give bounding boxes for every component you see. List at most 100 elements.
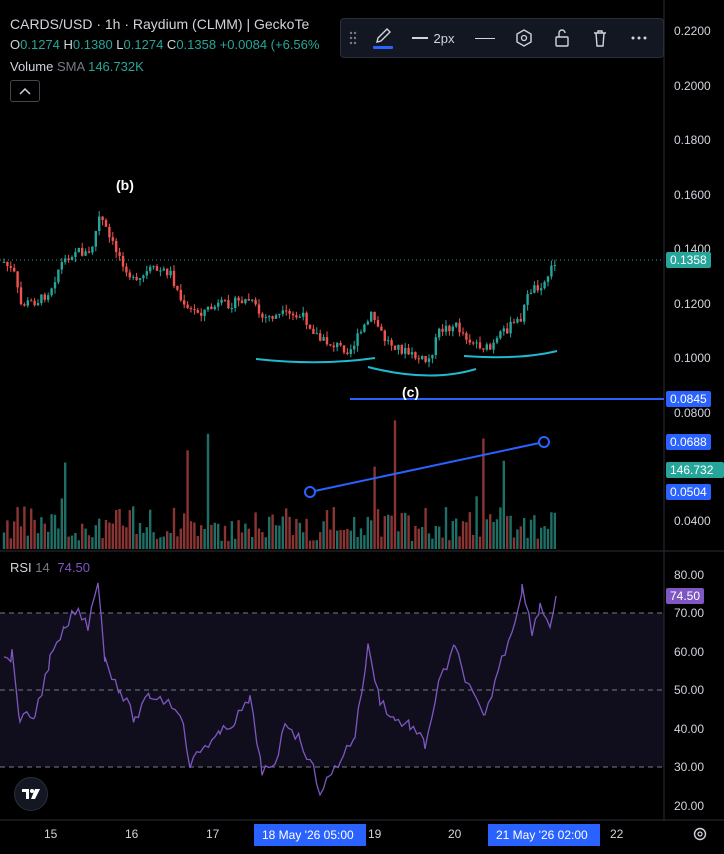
unlock-icon[interactable] (543, 19, 581, 57)
candle-body (196, 310, 199, 313)
drawing-toolbar: 2px (340, 18, 664, 58)
volume-bar (16, 507, 19, 549)
high-value: 0.1380 (72, 37, 113, 52)
candle-body (516, 318, 519, 323)
volume-bar (203, 528, 206, 549)
volume-bar (302, 532, 305, 549)
volume-bar (57, 528, 60, 549)
volume-bar (227, 540, 230, 549)
volume-bar (458, 536, 461, 549)
volume-bar (529, 519, 533, 549)
candle-body (23, 304, 26, 306)
wave-label-c[interactable]: (c) (402, 384, 420, 400)
volume-bar (502, 460, 505, 549)
line-width-button[interactable]: 2px (401, 19, 465, 57)
volume-bar (509, 515, 512, 549)
candle-body (553, 264, 556, 266)
volume-bar (506, 516, 509, 549)
volume-bar (451, 521, 454, 549)
volume-bar (196, 536, 199, 549)
hexagon-settings-icon[interactable] (505, 19, 543, 57)
candle-body (482, 348, 485, 350)
volume-bar (499, 507, 502, 549)
low-key: L (116, 37, 124, 52)
trend-line-drawing[interactable] (309, 441, 545, 493)
volume-bar (81, 523, 84, 549)
volume-bar (152, 532, 155, 549)
volume-bar (244, 523, 247, 549)
candle-body (444, 325, 448, 332)
volume-bar (230, 521, 233, 549)
volume-bar (390, 515, 393, 549)
candle-body (322, 337, 325, 341)
candle-body (495, 338, 499, 343)
volume-bar (349, 530, 352, 549)
volume-bar (132, 506, 135, 549)
candle-body (543, 281, 546, 289)
rsi-tick: 70.00 (674, 606, 705, 620)
volume-bar (373, 466, 376, 549)
volume-bar (485, 519, 488, 549)
candle-body (485, 344, 488, 350)
volume-bar (363, 535, 366, 549)
candle-body (526, 294, 529, 305)
wave-label-b[interactable]: (b) (116, 177, 134, 193)
candle-body (203, 309, 206, 316)
volume-bar (47, 531, 50, 549)
candle-body (115, 240, 118, 253)
price-tick: 0.1600 (674, 188, 711, 202)
rsi-tick: 60.00 (674, 645, 705, 659)
volume-bar (64, 462, 67, 549)
volume-bar (186, 450, 189, 549)
candle-body (155, 266, 159, 271)
candle-body (438, 328, 441, 338)
volume-bar (118, 508, 121, 549)
more-icon[interactable] (619, 19, 659, 57)
volume-bar (149, 509, 152, 549)
candle-body (353, 345, 356, 350)
volume-legend[interactable]: Volume SMA 146.732K (10, 59, 144, 74)
candle-body (104, 220, 108, 227)
drag-handle-icon[interactable] (341, 19, 365, 57)
volume-bar (94, 525, 97, 549)
tradingview-logo-icon[interactable] (14, 777, 48, 811)
volume-bar (353, 516, 356, 549)
candle-body (529, 292, 533, 295)
volume-bar (438, 526, 441, 549)
trend-line-end-handle[interactable] (538, 436, 550, 448)
volume-bar (424, 507, 427, 549)
trash-icon[interactable] (581, 19, 619, 57)
candle-body (172, 270, 176, 287)
rsi-legend[interactable]: RSI 14 74.50 (10, 560, 90, 575)
collapse-legend-button[interactable] (10, 80, 40, 102)
volume-bar (441, 537, 444, 549)
volume-bar (145, 527, 148, 549)
volume-bar (516, 529, 519, 549)
candle-body (376, 320, 380, 327)
gear-icon[interactable] (692, 826, 708, 847)
volume-bar (159, 537, 162, 549)
candle-body (234, 297, 237, 308)
pencil-icon[interactable] (365, 19, 401, 57)
volume-bar (84, 528, 87, 549)
volume-bar (33, 519, 36, 549)
candle-body (407, 347, 410, 355)
price-tick: 0.0400 (674, 514, 711, 528)
volume-bar (30, 508, 33, 549)
volume-bar (393, 420, 397, 549)
line-style-icon[interactable] (465, 19, 505, 57)
trend-line-start-handle[interactable] (304, 486, 316, 498)
candle-body (135, 276, 138, 280)
volume-bar (397, 531, 400, 549)
candlesticks (2, 210, 556, 368)
candle-body (417, 358, 420, 360)
volume-bar (472, 534, 475, 549)
volume-bar (404, 512, 407, 549)
volume-bar (104, 519, 108, 549)
symbol-title[interactable]: CARDS/USD · 1h · Raydium (CLMM) | GeckoT… (10, 16, 310, 32)
rsi-period: 14 (35, 560, 50, 575)
candle-body (81, 247, 84, 256)
candle-body (179, 289, 182, 301)
candle-body (281, 310, 284, 314)
